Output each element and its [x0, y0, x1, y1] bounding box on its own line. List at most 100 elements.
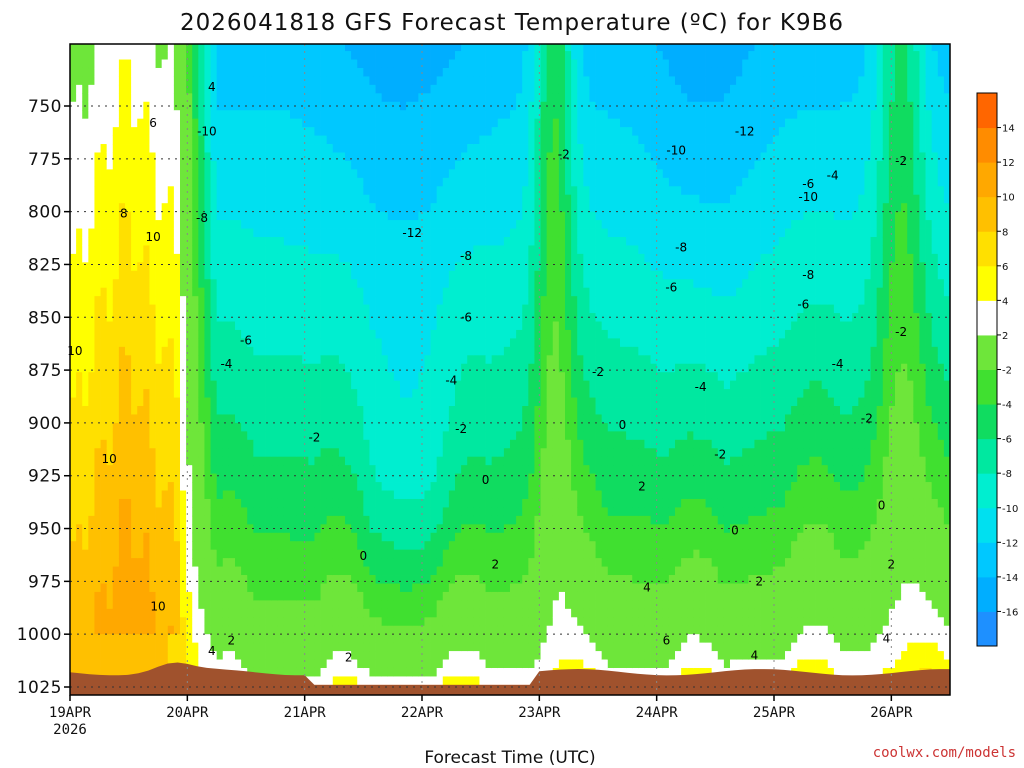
- temp-cell: [161, 110, 169, 120]
- temp-cell: [338, 67, 346, 77]
- temp-cell: [442, 44, 450, 52]
- temp-cell: [406, 355, 413, 365]
- temp-cell: [70, 262, 77, 272]
- temp-cell: [455, 431, 462, 441]
- temp-cell: [100, 617, 108, 627]
- temp-cell: [326, 397, 334, 407]
- temp-cell: [235, 135, 242, 145]
- temp-cell: [82, 558, 89, 567]
- temp-cell: [283, 659, 291, 669]
- temp-cell: [369, 194, 376, 204]
- temp-cell: [94, 160, 101, 170]
- temp-cell: [192, 186, 199, 196]
- temp-cell: [198, 228, 205, 238]
- temp-cell: [210, 380, 218, 390]
- temp-cell: [326, 363, 334, 373]
- temp-cell: [387, 414, 395, 424]
- temp-cell: [424, 473, 431, 483]
- temp-cell: [448, 583, 456, 593]
- temp-cell: [210, 482, 218, 491]
- temp-cell: [393, 414, 401, 424]
- temp-cell: [357, 558, 364, 567]
- temp-cell: [351, 144, 358, 153]
- temp-cell: [351, 617, 358, 627]
- temp-cell: [400, 194, 407, 204]
- temp-cell: [106, 135, 114, 145]
- temp-cell: [106, 313, 114, 322]
- temp-cell: [143, 515, 150, 525]
- temp-cell: [155, 135, 163, 145]
- temp-cell: [192, 363, 199, 373]
- temp-cell: [247, 152, 254, 162]
- temp-cell: [271, 498, 279, 508]
- temp-cell: [424, 152, 431, 162]
- temp-cell: [210, 465, 218, 475]
- temp-cell: [106, 186, 114, 196]
- temp-cell: [118, 169, 126, 179]
- temp-cell: [76, 329, 83, 339]
- temp-cell: [455, 465, 462, 475]
- temp-cell: [216, 380, 224, 390]
- temp-cell: [82, 566, 89, 576]
- temp-cell: [338, 524, 346, 534]
- temp-cell: [173, 355, 181, 365]
- temp-cell: [118, 160, 126, 170]
- temp-cell: [180, 414, 187, 424]
- temp-cell: [345, 51, 352, 60]
- temp-cell: [283, 372, 291, 382]
- temp-cell: [265, 541, 273, 551]
- temp-cell: [369, 59, 376, 69]
- temp-cell: [387, 406, 395, 415]
- temp-cell: [400, 313, 407, 322]
- temp-cell: [210, 93, 218, 103]
- temp-cell: [308, 667, 315, 677]
- temp-cell: [161, 558, 169, 567]
- temp-cell: [308, 93, 315, 103]
- temp-cell: [381, 304, 389, 314]
- temp-cell: [155, 625, 163, 635]
- temp-cell: [161, 169, 169, 179]
- temp-cell: [296, 127, 303, 136]
- temp-cell: [76, 135, 83, 145]
- temp-cell: [210, 160, 218, 170]
- temp-cell: [76, 532, 83, 542]
- temp-cell: [296, 617, 303, 627]
- temp-cell: [253, 67, 260, 77]
- temp-cell: [393, 160, 401, 170]
- temp-cell: [308, 532, 315, 542]
- temp-cell: [412, 313, 419, 322]
- temp-cell: [338, 617, 346, 627]
- temp-cell: [375, 448, 383, 458]
- temp-cell: [320, 262, 328, 272]
- temp-cell: [241, 346, 248, 356]
- temp-cell: [235, 625, 242, 635]
- temp-cell: [180, 549, 187, 559]
- temp-cell: [167, 76, 175, 86]
- temp-cell: [180, 490, 187, 500]
- temp-cell: [302, 591, 309, 601]
- temp-cell: [173, 549, 181, 559]
- temp-cell: [448, 439, 456, 449]
- temp-cell: [387, 338, 395, 348]
- temp-cell: [363, 600, 370, 610]
- temp-cell: [76, 338, 83, 348]
- temp-cell: [70, 44, 77, 52]
- temp-cell: [167, 473, 175, 483]
- temp-cell: [369, 220, 376, 229]
- temp-cell: [247, 642, 254, 652]
- temp-cell: [406, 211, 413, 221]
- temp-cell: [210, 617, 218, 627]
- temp-cell: [222, 575, 230, 584]
- temp-cell: [88, 541, 95, 551]
- temp-cell: [173, 338, 181, 348]
- temp-cell: [137, 558, 144, 567]
- temp-cell: [320, 583, 328, 593]
- temp-cell: [406, 296, 413, 305]
- temp-cell: [308, 296, 315, 305]
- temp-cell: [125, 566, 132, 576]
- temp-cell: [253, 541, 260, 551]
- temp-cell: [192, 127, 199, 136]
- temp-cell: [192, 617, 199, 627]
- temp-cell: [442, 558, 450, 567]
- temp-cell: [424, 355, 431, 365]
